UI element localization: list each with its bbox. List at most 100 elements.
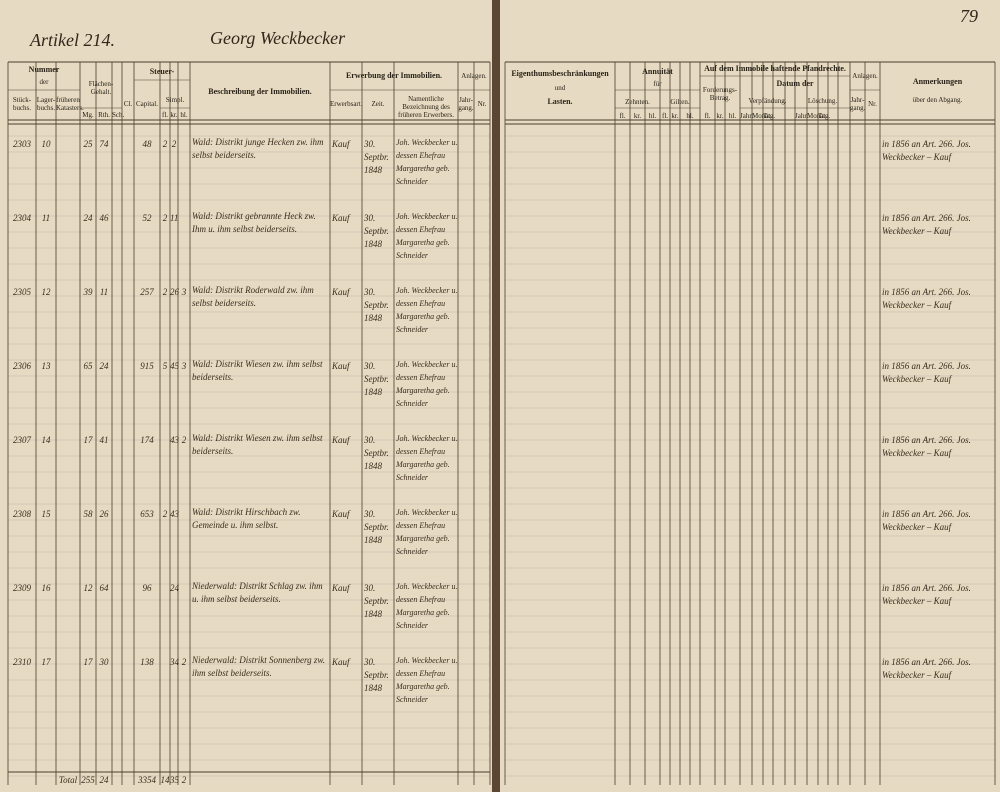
column-header: Jahr. [795, 112, 809, 120]
cell-value: 12 [41, 287, 51, 297]
column-header: früheren Katasters. [56, 96, 84, 112]
acquisition-type: Kauf [332, 361, 350, 371]
cell-value: 2306 [13, 361, 31, 371]
acquisition-date: 30. Septbr. 1848 [364, 213, 389, 249]
cell-value: 915 [140, 361, 154, 371]
cell-value: 2 [162, 139, 168, 149]
cell-value: 26 [99, 509, 109, 519]
column-header: Jahr-gang. [850, 96, 866, 112]
previous-owner: Joh. Weckbecker u. dessen Ehefrau Margar… [396, 360, 458, 408]
column-header: über den Abgang. [912, 96, 963, 104]
acquisition-type: Kauf [332, 287, 350, 297]
total-value: 2 [181, 775, 187, 785]
column-header: Verpfändung. [748, 97, 787, 105]
cell-value: 74 [99, 139, 109, 149]
cell-value: 3 [181, 287, 187, 297]
column-header: Rth. [98, 111, 110, 119]
column-header: Namentliche Bezeichnung des früheren Erw… [398, 95, 454, 119]
cell-value: 24 [83, 213, 93, 223]
cell-value: 11 [41, 213, 51, 223]
cell-value: 46 [99, 213, 109, 223]
cell-value: 11 [99, 287, 109, 297]
column-header: Beschreibung der Immobilien. [208, 87, 312, 96]
cell-value: 653 [140, 509, 154, 519]
cell-value: 17 [83, 657, 93, 667]
acquisition-type: Kauf [332, 509, 350, 519]
description: Wald: Distrikt junge Hecken zw. ihm selb… [192, 137, 324, 160]
column-header: Datum der [776, 79, 814, 88]
total-value: 24 [99, 775, 109, 785]
column-header: hl. [648, 112, 657, 120]
column-header: Cl. [123, 100, 133, 108]
acquisition-type: Kauf [332, 657, 350, 667]
column-header: Capital. [136, 100, 158, 108]
total-value: Total [58, 775, 78, 785]
total-value: 255 [81, 775, 95, 785]
cell-value: 15 [41, 509, 51, 519]
column-header: Stück-buchs. [12, 96, 32, 112]
column-header: Auf dem Immobile haftende Pfandrechte. [704, 64, 846, 73]
column-header: fl. [704, 112, 711, 120]
cell-value: 3 [181, 361, 187, 371]
cell-value: 25 [83, 139, 93, 149]
acquisition-date: 30. Septbr. 1848 [364, 435, 389, 471]
cell-value: 43 [170, 435, 179, 445]
previous-owner: Joh. Weckbecker u. dessen Ehefrau Margar… [396, 434, 458, 482]
cell-value: 2308 [13, 509, 31, 519]
previous-owner: Joh. Weckbecker u. dessen Ehefrau Margar… [396, 656, 458, 704]
cell-value: 43 [170, 509, 179, 519]
acquisition-type: Kauf [332, 213, 350, 223]
column-header: fl. [661, 112, 669, 120]
column-header: hl. [686, 112, 694, 120]
description: Wald: Distrikt Roderwald zw. ihm selbst … [192, 285, 314, 308]
acquisition-date: 30. Septbr. 1848 [364, 509, 389, 545]
acquisition-date: 30. Septbr. 1848 [364, 583, 389, 619]
column-header: Nr. [477, 100, 487, 108]
column-header: Sch. [112, 111, 125, 119]
column-header: für [653, 80, 662, 88]
cell-value: 65 [83, 361, 93, 371]
column-header: Anmerkungen [912, 77, 963, 86]
cell-value: 52 [142, 213, 152, 223]
column-header: Nr. [868, 100, 877, 108]
total-value: 3354 [138, 775, 156, 785]
remark: in 1856 an Art. 266. Jos. Weckbecker – K… [882, 509, 971, 532]
column-header: Erwerbung der Immobilien. [345, 71, 443, 80]
cell-value: 2305 [13, 287, 31, 297]
cell-value: 30 [99, 657, 109, 667]
cell-value: 45 [170, 361, 179, 371]
previous-owner: Joh. Weckbecker u. dessen Ehefrau Margar… [396, 508, 458, 556]
cell-value: 2 [181, 657, 187, 667]
acquisition-date: 30. Septbr. 1848 [364, 287, 389, 323]
cell-value: 2 [171, 139, 177, 149]
cell-value: 24 [99, 361, 109, 371]
cell-value: 24 [170, 583, 179, 593]
cell-value: 5 [162, 361, 168, 371]
acquisition-type: Kauf [332, 139, 350, 149]
cell-value: 2 [162, 213, 168, 223]
column-header: Tag. [818, 112, 831, 120]
cell-value: 11 [170, 213, 179, 223]
cell-value: 2 [162, 287, 168, 297]
column-header: Mg. [82, 111, 94, 119]
column-header: Forderungs-Betrag. [702, 86, 738, 102]
description: Wald: Distrikt gebrannte Heck zw. Ihm u.… [192, 211, 316, 234]
cell-value: 26 [170, 287, 179, 297]
description: Niederwald: Distrikt Sonnenberg zw. ihm … [192, 655, 325, 678]
total-value: 35 [170, 775, 179, 785]
column-header: Anlagen. [852, 72, 878, 80]
column-header: Flächen-Gehalt. [88, 80, 114, 96]
cell-value: 2307 [13, 435, 31, 445]
cell-value: 64 [99, 583, 109, 593]
cell-value: 34 [170, 657, 179, 667]
remark: in 1856 an Art. 266. Jos. Weckbecker – K… [882, 657, 971, 680]
acquisition-type: Kauf [332, 583, 350, 593]
remark: in 1856 an Art. 266. Jos. Weckbecker – K… [882, 435, 971, 458]
column-header: kr. [170, 111, 178, 119]
column-header: kr. [716, 112, 724, 120]
cell-value: 41 [99, 435, 109, 445]
description: Niederwald: Distrikt Schlag zw. ihm u. i… [192, 581, 323, 604]
page-number: 79 [960, 6, 978, 26]
